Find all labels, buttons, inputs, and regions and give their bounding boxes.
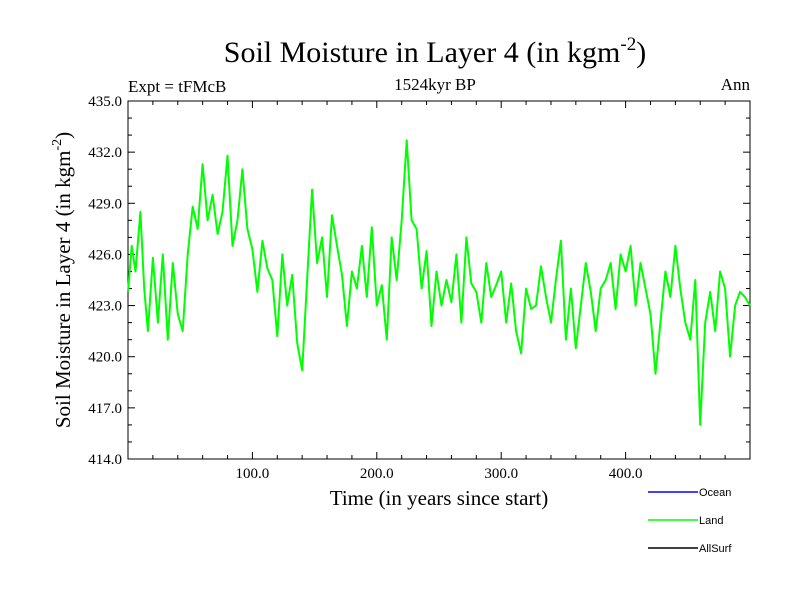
y-tick-label: 423.0 [88,299,122,315]
y-tick-label: 420.0 [88,350,122,366]
experiment-label: Expt = tFMcB [128,77,226,96]
y-tick-label: 429.0 [88,196,122,212]
x-tick-label: 100.0 [236,466,270,482]
chart-title-superscript: -2 [620,34,636,55]
y-axis-label-superscript: -2 [50,139,65,151]
y-axis-label-text: Soil Moisture in Layer 4 (in kgm [51,151,75,429]
x-tick-label: 300.0 [484,466,518,482]
y-tick-label: 426.0 [88,247,122,263]
x-tick-label: 200.0 [360,466,394,482]
chart-title: Soil Moisture in Layer 4 (in kgm-2) [224,34,646,69]
legend: Ocean Land AllSurf [648,487,732,555]
y-tick-label: 435.0 [88,94,122,110]
x-tick-label: 400.0 [609,466,643,482]
chart-subtitle: 1524kyr BP [394,75,476,94]
y-tick-label: 432.0 [88,145,122,161]
legend-label-land: Land [699,515,723,527]
x-axis-label: Time (in years since start) [330,486,549,510]
axis-tick-labels: 414.0 417.0 420.0 423.0 426.0 429.0 432.0 435.0… [88,94,642,482]
chart-title-close: ) [636,36,646,69]
season-label: Ann [721,75,751,94]
plot-frame [127,100,751,460]
y-tick-label: 414.0 [88,452,122,468]
y-tick-label: 417.0 [88,401,122,417]
axis-ticks [128,100,750,460]
legend-label-allsurf: AllSurf [699,543,732,555]
chart-title-text: Soil Moisture in Layer 4 (in kgm [224,36,621,69]
y-axis-label-close: ) [51,132,75,139]
legend-label-ocean: Ocean [699,487,731,499]
y-axis-label: Soil Moisture in Layer 4 (in kgm-2) [50,132,75,428]
series-line-land [127,139,751,426]
